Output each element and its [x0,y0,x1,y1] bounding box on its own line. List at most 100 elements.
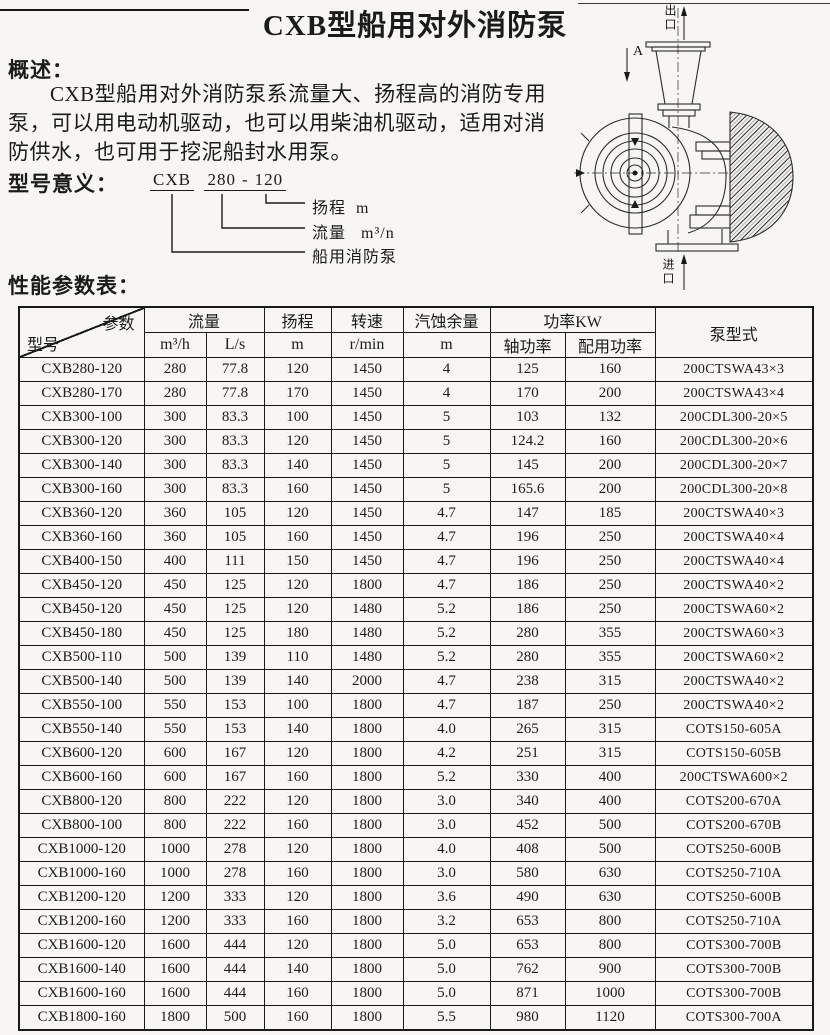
cell-speed: 1480 [330,621,404,646]
table-row: CXB1800-160 1800 500 160 1800 5.5 980 1120 COTS3… [18,1005,814,1031]
cell-model: CXB450-120 [18,597,145,622]
model-meaning-heading: 型号意义： [8,172,118,196]
cell-flow-m3h: 500 [143,645,207,670]
top-rule-right [578,3,830,4]
cell-pump-type: 200CDL300-20×8 [654,477,814,502]
cell-head: 140 [263,717,332,742]
cell-flow-ls: 83.3 [205,429,265,454]
cell-npsh: 4 [402,357,491,382]
table-row: CXB1200-120 1200 333 120 1800 3.6 490 630 COTS25… [18,885,814,910]
header-npsh-unit: m [402,332,491,358]
cell-pump-type: 200CTSWA60×2 [654,597,814,622]
table-row: CXB600-120 600 167 120 1800 4.2 251 315 COTS150-… [18,741,814,766]
cell-head: 120 [263,597,332,622]
cell-flow-ls: 444 [205,933,265,958]
cell-speed: 1450 [330,405,404,430]
cell-flow-m3h: 1200 [143,909,207,934]
cell-rated-power: 900 [564,957,656,982]
cell-rated-power: 355 [564,621,656,646]
cell-pump-type: 200CDL300-20×7 [654,453,814,478]
cell-rated-power: 185 [564,501,656,526]
model-label-flow: 流量 m³/n [312,225,395,242]
cell-shaft-power: 186 [489,597,566,622]
cell-npsh: 5.2 [402,621,491,646]
cell-shaft-power: 653 [489,909,566,934]
cell-head: 140 [263,453,332,478]
cell-model: CXB1200-120 [18,885,145,910]
cell-model: CXB1600-160 [18,981,145,1006]
cell-npsh: 5 [402,453,491,478]
cell-model: CXB1000-120 [18,837,145,862]
model-code-head: 120 [251,170,287,191]
cell-head: 180 [263,621,332,646]
cell-flow-ls: 83.3 [205,453,265,478]
cell-shaft-power: 408 [489,837,566,862]
cell-flow-m3h: 400 [143,549,207,574]
cell-rated-power: 400 [564,789,656,814]
cell-flow-m3h: 450 [143,573,207,598]
model-connector-lines [171,194,305,253]
cell-model: CXB800-120 [18,789,145,814]
cell-speed: 1800 [330,789,404,814]
header-row-1: 参数 型号 流量 扬程 转速 汽蚀余量 功率KW 泵型式 [18,306,814,358]
cell-flow-ls: 444 [205,981,265,1006]
cell-pump-type: 200CTSWA40×4 [654,549,814,574]
cell-flow-ls: 139 [205,645,265,670]
cell-head: 100 [263,693,332,718]
cell-npsh: 5 [402,429,491,454]
cell-speed: 1800 [330,741,404,766]
cell-flow-ls: 125 [205,597,265,622]
cell-flow-m3h: 600 [143,765,207,790]
cell-shaft-power: 330 [489,765,566,790]
cell-pump-type: COTS250-710A [654,909,814,934]
cell-head: 160 [263,1005,332,1031]
model-code-flow: 280 [204,170,239,191]
cell-speed: 1800 [330,813,404,838]
cell-head: 150 [263,549,332,574]
table-row: CXB450-120 450 125 120 1800 4.7 186 250 200CTSWA… [18,573,814,598]
cell-flow-ls: 125 [205,621,265,646]
cell-model: CXB600-160 [18,765,145,790]
cell-flow-m3h: 550 [143,717,207,742]
cell-flow-ls: 153 [205,717,265,742]
cell-head: 120 [263,837,332,862]
cell-shaft-power: 490 [489,885,566,910]
cell-npsh: 4.2 [402,741,491,766]
pump-technical-drawing: 出口 进口 A [572,0,830,296]
cell-model: CXB1200-160 [18,909,145,934]
cell-model: CXB1600-120 [18,933,145,958]
cell-rated-power: 500 [564,837,656,862]
model-code-separator: - [238,170,252,191]
performance-table-body: CXB280-120 280 77.8 120 1450 4 125 160 200CTSWA4… [18,357,814,1031]
cell-flow-m3h: 360 [143,501,207,526]
cell-npsh: 5.0 [402,981,491,1006]
cell-speed: 1450 [330,477,404,502]
overview-paragraph: CXB型船用对外消防泵系流量大、扬程高的消防专用泵，可以用电动机驱动，也可以用柴… [8,82,547,164]
cell-model: CXB800-100 [18,813,145,838]
cell-npsh: 5.5 [402,1005,491,1031]
cell-npsh: 5.0 [402,957,491,982]
cell-head: 160 [263,981,332,1006]
model-code-diagram: CXB 280-120 扬程 m 流量 m³/n 船用消防泵 [150,170,570,278]
header-flow-m3h: m³/h [143,332,207,358]
pump-drawing-svg [574,6,794,290]
cell-pump-type: 200CTSWA43×4 [654,381,814,406]
cell-pump-type: COTS250-600B [654,837,814,862]
cell-flow-ls: 278 [205,837,265,862]
cell-head: 120 [263,429,332,454]
cell-flow-m3h: 300 [143,453,207,478]
header-param-label: 参数 [102,316,135,333]
cell-npsh: 4.0 [402,717,491,742]
table-row: CXB1000-160 1000 278 160 1800 3.0 580 630 COTS25… [18,861,814,886]
table-row: CXB400-150 400 111 150 1450 4.7 196 250 200CTSWA… [18,549,814,574]
header-flow: 流量 [143,306,265,333]
header-model-param: 参数 型号 [18,306,145,358]
cell-flow-m3h: 550 [143,693,207,718]
header-head-unit: m [263,332,332,358]
cell-speed: 1800 [330,933,404,958]
cell-rated-power: 315 [564,717,656,742]
header-flow-ls: L/s [205,332,265,358]
cell-speed: 1800 [330,981,404,1006]
cell-flow-ls: 500 [205,1005,265,1031]
